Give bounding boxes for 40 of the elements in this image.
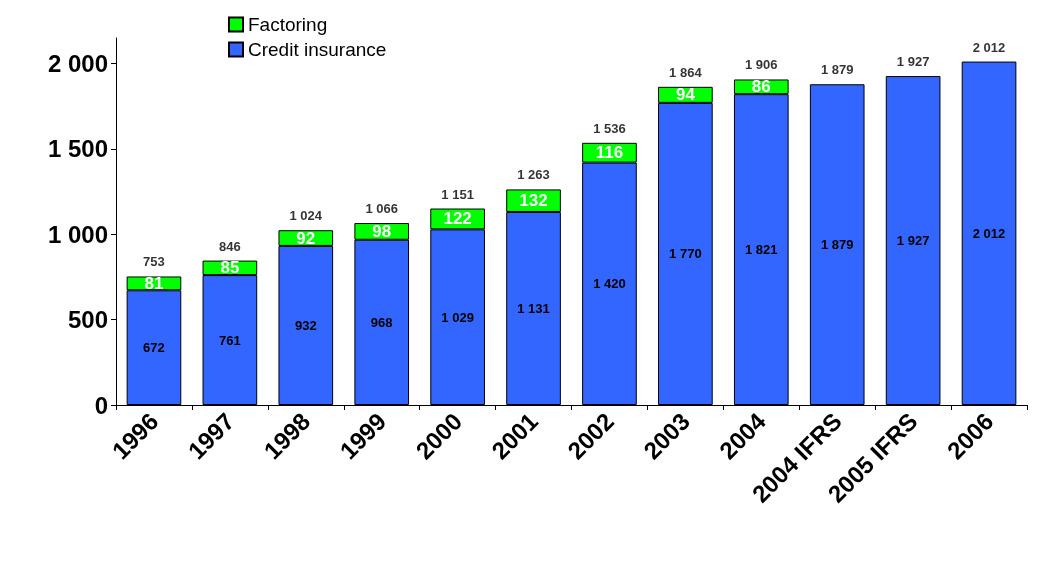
total-label: 1 151: [441, 186, 474, 202]
legend-label: Factoring: [248, 14, 328, 35]
data-label: 1 821: [745, 242, 778, 258]
data-label: 81: [144, 273, 164, 293]
data-label: 86: [751, 77, 771, 97]
data-label: 98: [372, 221, 392, 241]
total-label: 1 864: [669, 64, 703, 80]
total-label: 1 066: [365, 201, 398, 217]
data-label: 968: [370, 314, 393, 330]
data-label: 1 770: [669, 246, 702, 262]
data-label: 2 012: [972, 225, 1006, 241]
total-label: 1 879: [820, 62, 854, 78]
data-label: 932: [294, 317, 317, 333]
total-label: 1 927: [896, 54, 930, 70]
data-label: 1 131: [517, 300, 550, 316]
y-tick-label: 1 500: [47, 135, 108, 163]
data-label: 1 879: [820, 237, 854, 253]
data-label: 672: [143, 340, 165, 356]
data-label: 122: [443, 209, 472, 229]
data-label: 92: [296, 228, 316, 248]
total-label: 1 536: [593, 120, 626, 136]
data-label: 1 420: [593, 276, 626, 292]
data-label: 85: [220, 258, 240, 278]
y-tick-label: 1 000: [47, 220, 108, 248]
y-tick-label: 500: [67, 306, 108, 334]
data-label: 761: [219, 332, 241, 348]
y-tick-label: 0: [94, 391, 108, 419]
total-label: 1 263: [517, 167, 550, 183]
total-label: 2 012: [972, 39, 1006, 55]
y-tick-label: 2 000: [47, 50, 108, 78]
total-label: 753: [143, 254, 165, 270]
total-label: 1 024: [289, 208, 323, 224]
data-label: 1 029: [441, 309, 474, 325]
legend-label: Credit insurance: [248, 39, 387, 60]
data-label: 1 927: [896, 233, 930, 249]
total-label: 1 906: [745, 57, 778, 73]
data-label: 116: [595, 143, 624, 163]
data-label: 132: [519, 191, 548, 211]
total-label: 846: [219, 238, 241, 254]
data-label: 94: [675, 85, 696, 105]
